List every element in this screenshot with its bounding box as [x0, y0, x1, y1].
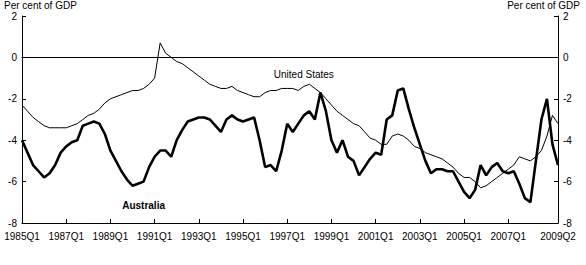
svg-text:1987Q1: 1987Q1	[48, 231, 84, 242]
svg-text:-6: -6	[8, 176, 17, 187]
svg-text:2: 2	[11, 11, 17, 22]
svg-text:1985Q1: 1985Q1	[4, 231, 40, 242]
svg-text:1995Q1: 1995Q1	[225, 231, 261, 242]
svg-text:-2: -2	[563, 93, 572, 104]
svg-text:2007Q1: 2007Q1	[490, 231, 526, 242]
svg-text:2003Q1: 2003Q1	[402, 231, 438, 242]
svg-text:-8: -8	[8, 218, 17, 229]
svg-text:-2: -2	[8, 93, 17, 104]
svg-text:-8: -8	[563, 218, 572, 229]
svg-text:United States: United States	[274, 69, 334, 80]
svg-text:Per cent of GDP: Per cent of GDP	[507, 0, 580, 11]
svg-text:2005Q1: 2005Q1	[446, 231, 482, 242]
svg-text:1991Q1: 1991Q1	[137, 231, 173, 242]
svg-text:-4: -4	[8, 135, 17, 146]
svg-text:0: 0	[563, 52, 569, 63]
svg-text:Per cent of GDP: Per cent of GDP	[4, 0, 77, 11]
svg-text:2009Q2: 2009Q2	[540, 231, 576, 242]
svg-text:0: 0	[11, 52, 17, 63]
svg-text:1993Q1: 1993Q1	[181, 231, 217, 242]
svg-text:Australia: Australia	[122, 200, 165, 211]
svg-text:2: 2	[563, 11, 569, 22]
svg-text:1989Q1: 1989Q1	[93, 231, 129, 242]
svg-text:2001Q1: 2001Q1	[358, 231, 394, 242]
svg-text:-4: -4	[563, 135, 572, 146]
svg-text:1997Q1: 1997Q1	[269, 231, 305, 242]
svg-text:1999Q1: 1999Q1	[314, 231, 350, 242]
svg-text:-6: -6	[563, 176, 572, 187]
